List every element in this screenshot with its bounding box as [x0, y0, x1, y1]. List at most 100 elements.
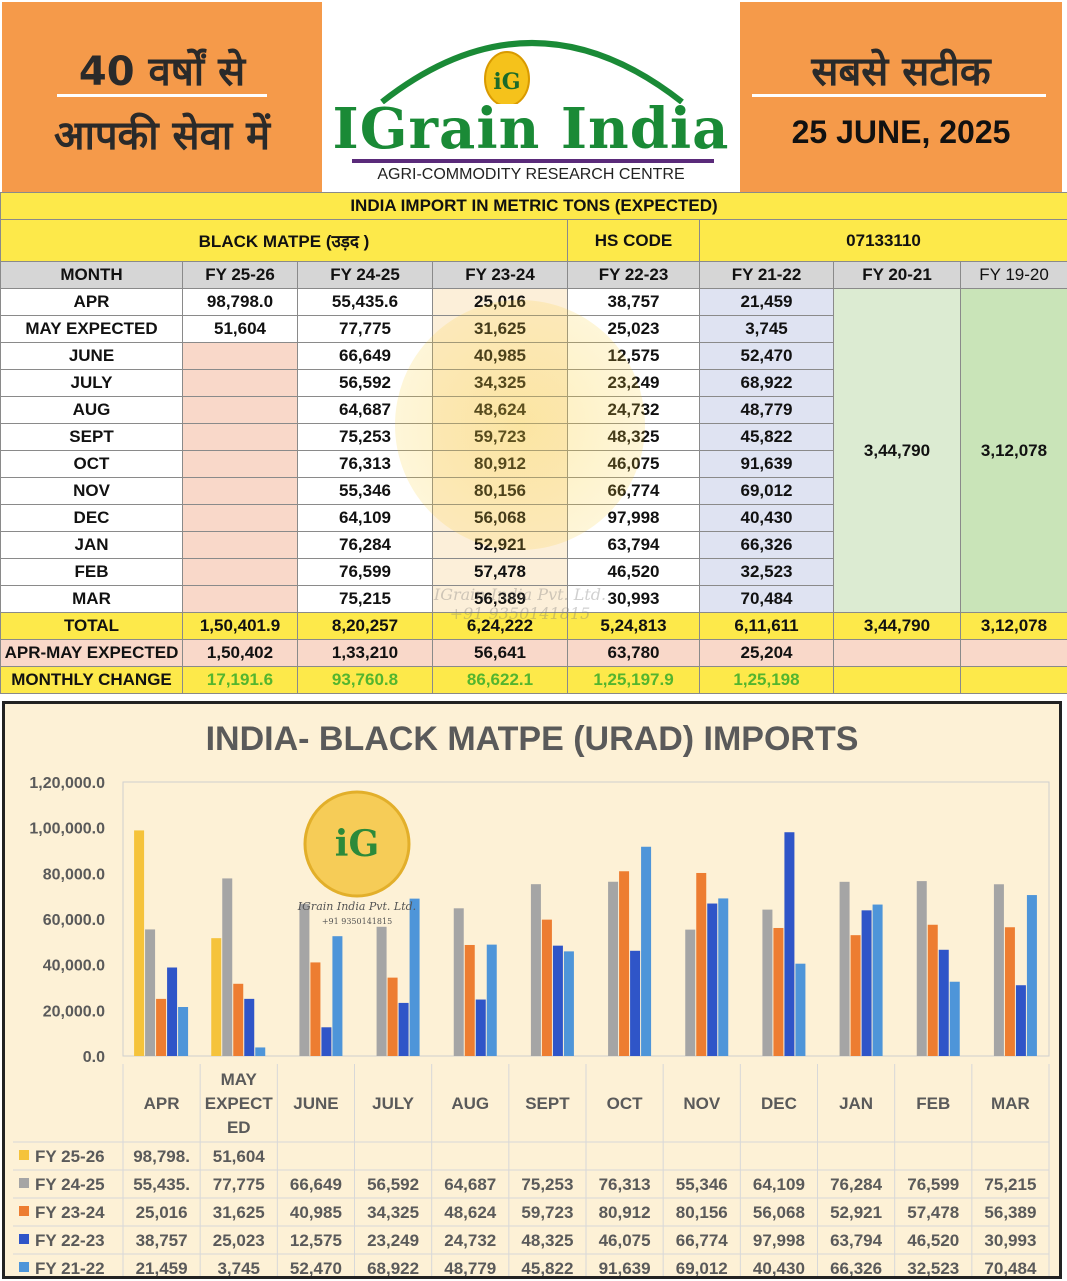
table-cell: 1,25,198 [700, 667, 834, 694]
category-label: APR [144, 1094, 180, 1113]
table-cell: 6,11,611 [700, 613, 834, 640]
table-cell: 40,985 [433, 343, 568, 370]
bar-fy-21-22-dec [795, 964, 805, 1056]
month-label: MAR [1, 586, 183, 613]
bar-fy-22-23-apr [167, 968, 177, 1056]
merged-cell-fy1920: 3,12,078 [961, 289, 1067, 613]
table-cell: 75,253 [298, 424, 433, 451]
bar-fy-21-22-oct [641, 847, 651, 1056]
bar-fy-23-24-may-expected [233, 984, 243, 1056]
table-cell: 76,599 [298, 559, 433, 586]
bar-fy-22-23-sept [553, 946, 563, 1056]
bar-fy-23-24-dec [773, 928, 783, 1056]
month-label: JULY [1, 370, 183, 397]
table-cell: 80,912 [433, 451, 568, 478]
data-label: 75,215 [984, 1175, 1036, 1194]
month-label: JUNE [1, 343, 183, 370]
data-label: 48,624 [444, 1203, 497, 1222]
month-label: JAN [1, 532, 183, 559]
table-cell: 17,191.6 [183, 667, 298, 694]
bar-fy-22-23-feb [939, 950, 949, 1056]
y-tick-label: 40,000.0 [43, 958, 105, 975]
bar-fy-22-23-dec [784, 832, 794, 1056]
data-label: 48,779 [444, 1259, 496, 1276]
table-cell: 63,780 [568, 640, 700, 667]
table-cell: 1,25,197.9 [568, 667, 700, 694]
legend-label: FY 23-24 [35, 1203, 105, 1222]
table-cell: 48,624 [433, 397, 568, 424]
bar-fy-22-23-may-expected [244, 999, 254, 1056]
data-label: 80,156 [676, 1203, 728, 1222]
logo-subtitle: AGRI-COMMODITY RESEARCH CENTRE [322, 166, 740, 184]
data-label: 64,109 [753, 1175, 805, 1194]
y-tick-label: 20,000.0 [43, 1003, 105, 1020]
bar-fy-23-24-oct [619, 871, 629, 1056]
table-cell [961, 667, 1067, 694]
legend-label: FY 22-23 [35, 1231, 105, 1250]
table-cell: 1,50,401.9 [183, 613, 298, 640]
table-cell: 3,44,790 [834, 613, 961, 640]
commodity-name: BLACK MATPE (उड़द ) [1, 220, 568, 262]
hs-code-label: HS CODE [568, 220, 700, 262]
table-cell: TOTAL [1, 613, 183, 640]
tagline-accurate: सबसे सटीक [740, 42, 1062, 97]
table-cell: 25,023 [568, 316, 700, 343]
table-cell [834, 667, 961, 694]
table-cell [183, 586, 298, 613]
table-cell: 76,284 [298, 532, 433, 559]
month-label: SEPT [1, 424, 183, 451]
data-label: 68,922 [367, 1259, 419, 1276]
table-cell: 34,325 [433, 370, 568, 397]
chart-watermark-text: IGrain India Pvt. Ltd. [297, 900, 416, 913]
legend-swatch [19, 1262, 29, 1272]
data-label: 80,912 [599, 1203, 651, 1222]
bar-fy-21-22-feb [950, 982, 960, 1056]
bar-fy-21-22-nov [718, 898, 728, 1056]
column-header: FY 25-26 [183, 262, 298, 289]
table-cell: MONTHLY CHANGE [1, 667, 183, 694]
bar-fy-24-25-may-expected [222, 878, 232, 1056]
data-label: 12,575 [290, 1231, 342, 1250]
monthly-change-row: MONTHLY CHANGE 17,191.6 93,760.8 86,622.… [1, 667, 1067, 694]
category-label: NOV [683, 1094, 721, 1113]
data-label: 76,313 [599, 1175, 651, 1194]
svg-text:iG: iG [493, 69, 520, 95]
header-right-panel: सबसे सटीक 25 JUNE, 2025 [740, 2, 1062, 192]
table-cell: 12,575 [568, 343, 700, 370]
bar-fy-23-24-june [310, 962, 320, 1056]
data-label: 25,016 [136, 1203, 188, 1222]
bar-fy-24-25-jan [840, 882, 850, 1056]
table-cell: 76,313 [298, 451, 433, 478]
data-label: 69,012 [676, 1259, 728, 1276]
column-header: FY 22-23 [568, 262, 700, 289]
y-tick-label: 0.0 [83, 1049, 105, 1066]
category-label: EXPECT [205, 1094, 274, 1113]
month-label: AUG [1, 397, 183, 424]
table-cell [183, 397, 298, 424]
bar-fy-21-22-mar [1027, 895, 1037, 1056]
data-label: 46,520 [907, 1231, 959, 1250]
table-cell: 25,016 [433, 289, 568, 316]
table-cell [183, 451, 298, 478]
category-label: DEC [761, 1094, 797, 1113]
table-cell: 86,622.1 [433, 667, 568, 694]
table-cell: 31,625 [433, 316, 568, 343]
logo-panel: iG IGrain India AGRI-COMMODITY RESEARCH … [322, 2, 740, 192]
table-cell: 66,774 [568, 478, 700, 505]
bar-fy-24-25-mar [994, 884, 1004, 1056]
table-cell: 68,922 [700, 370, 834, 397]
hs-code-value: 07133110 [700, 220, 1067, 262]
table-cell [183, 424, 298, 451]
data-label: 38,757 [136, 1231, 188, 1250]
column-header: MONTH [1, 262, 183, 289]
table-cell: 56,592 [298, 370, 433, 397]
data-label: 21,459 [136, 1259, 188, 1276]
data-label: 97,998 [753, 1231, 805, 1250]
category-label: JUNE [293, 1094, 338, 1113]
table-cell: 1,33,210 [298, 640, 433, 667]
bar-fy-22-23-nov [707, 904, 717, 1056]
bar-fy-24-25-aug [454, 908, 464, 1056]
category-label: SEPT [525, 1094, 570, 1113]
column-header: FY 19-20 [961, 262, 1067, 289]
